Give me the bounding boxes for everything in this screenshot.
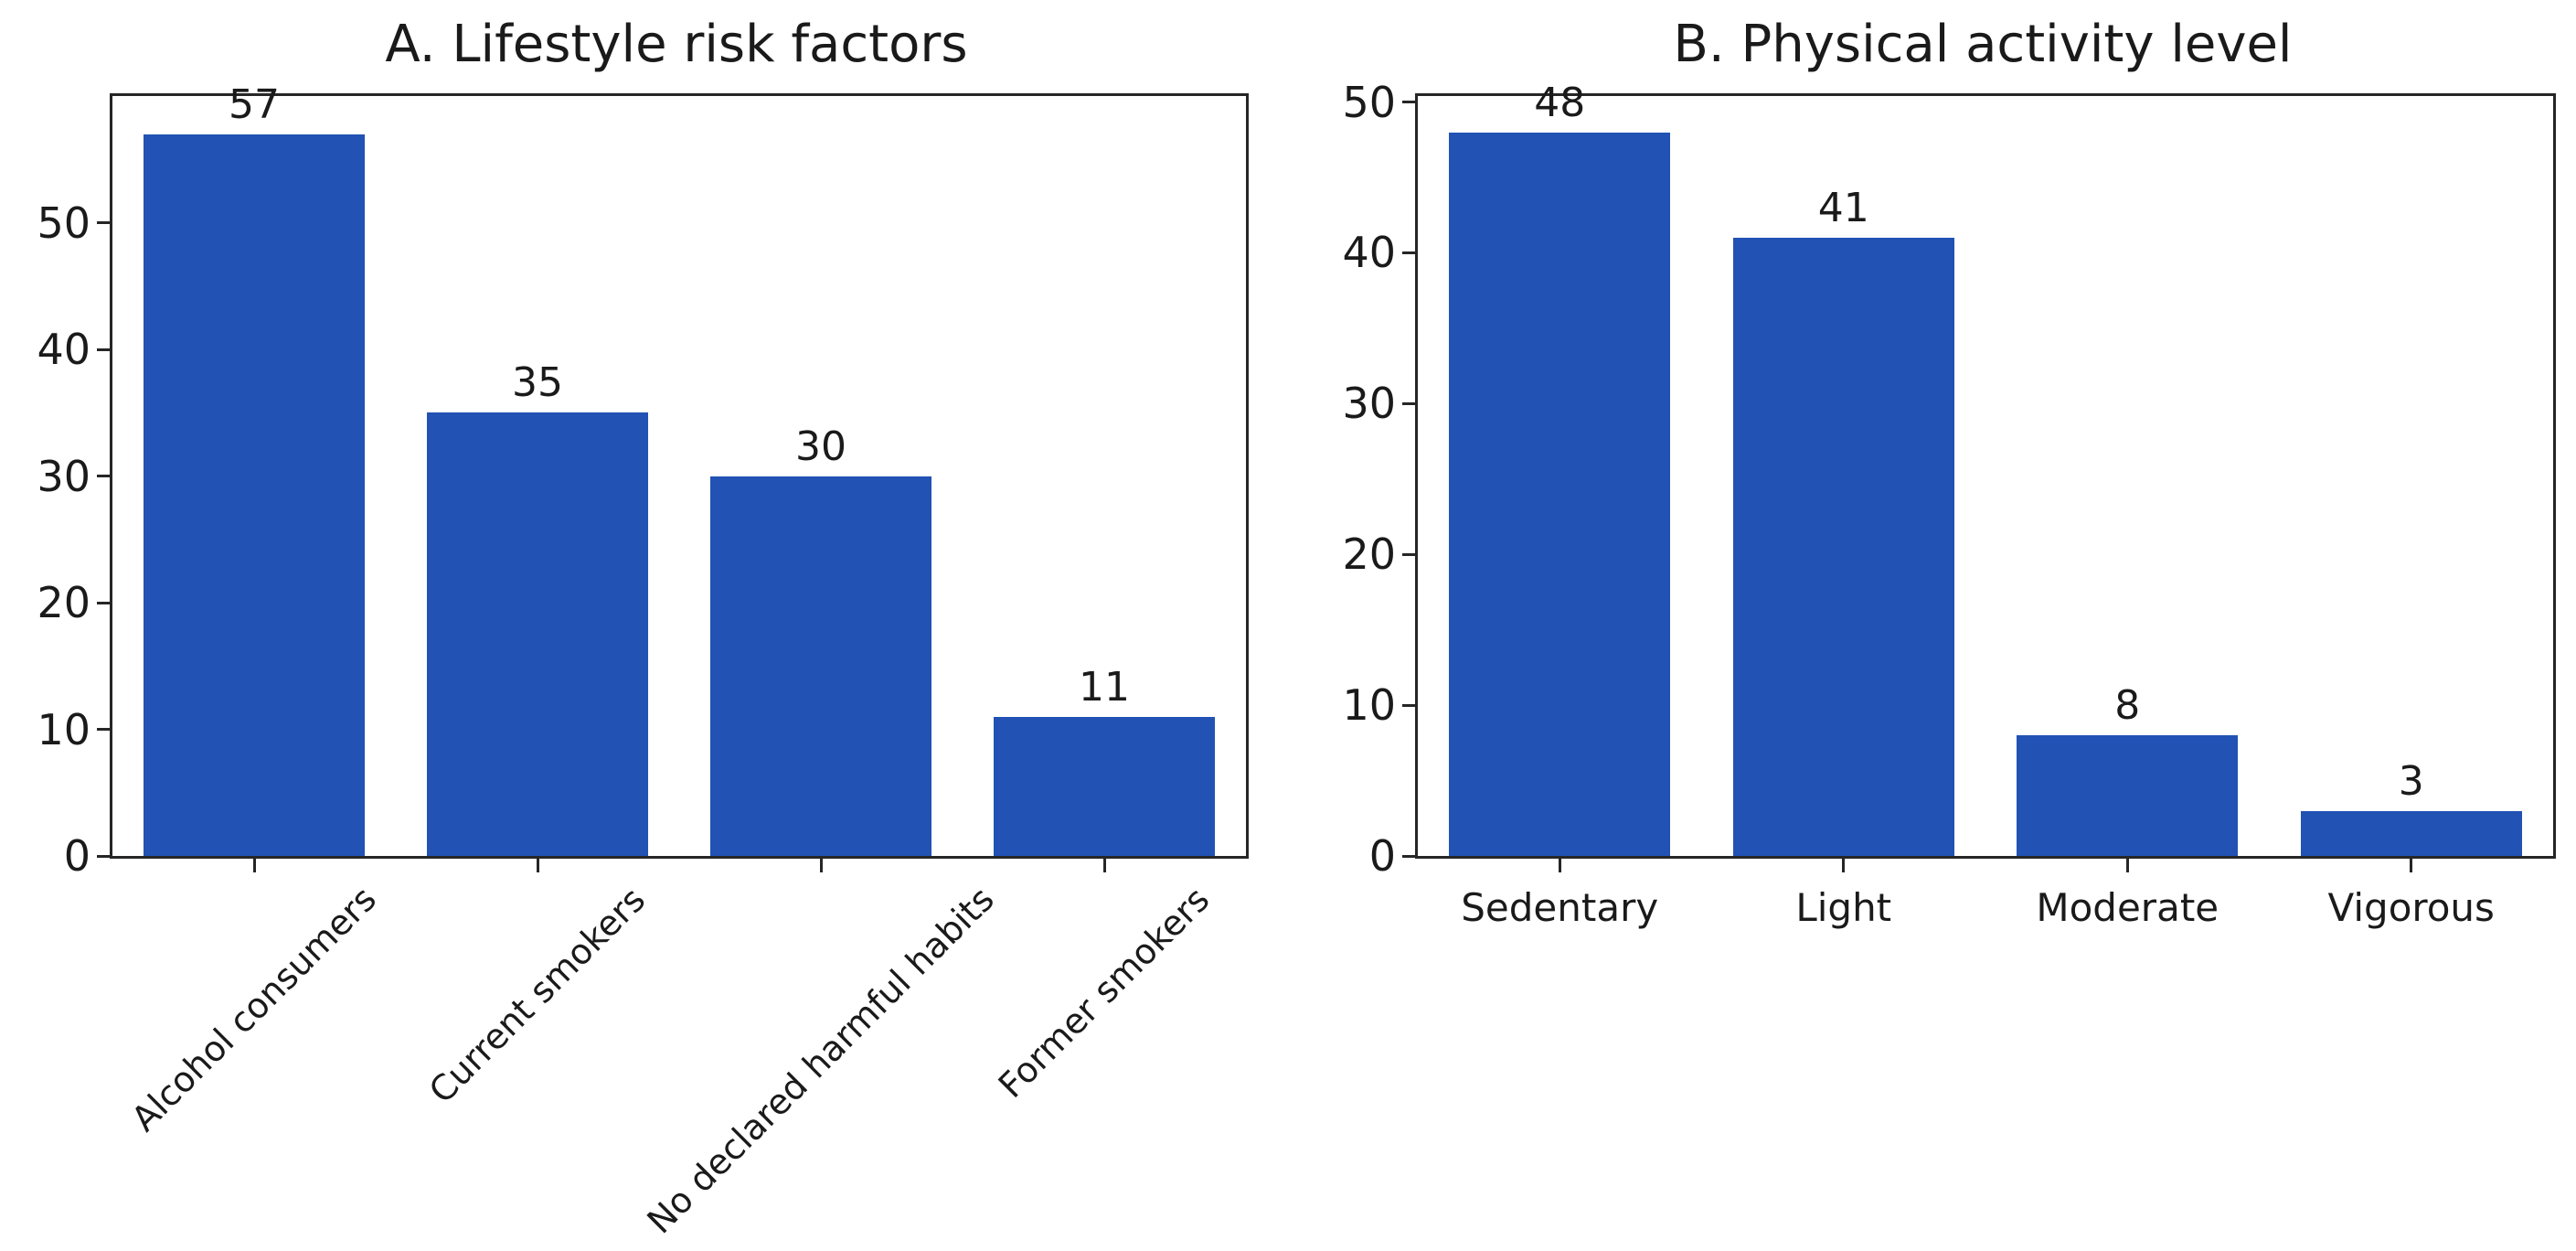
y-axis-tick-label: 50 bbox=[1342, 77, 1396, 127]
y-axis-tick-mark bbox=[97, 601, 110, 604]
bar-former-smokers bbox=[994, 716, 1215, 856]
x-axis-tick-label: Sedentary bbox=[1461, 885, 1659, 930]
x-axis-tick-mark bbox=[1102, 859, 1106, 872]
bar-sedentary bbox=[1449, 132, 1671, 856]
y-axis-tick-mark bbox=[1402, 854, 1415, 858]
x-axis-tick-label: Light bbox=[1795, 885, 1892, 930]
x-axis-tick-label: Vigorous bbox=[2327, 885, 2495, 930]
y-axis-tick-label: 50 bbox=[37, 198, 90, 248]
y-axis-tick-label: 20 bbox=[37, 578, 90, 627]
y-axis-tick-label: 40 bbox=[37, 325, 90, 374]
y-axis-tick-label: 40 bbox=[1342, 228, 1396, 278]
y-axis-tick-mark bbox=[97, 348, 110, 351]
bar-value-label: 8 bbox=[2114, 682, 2141, 730]
x-axis-tick-label: Current smokers bbox=[420, 879, 654, 1111]
bar-value-label: 35 bbox=[512, 359, 563, 407]
y-axis-tick-label: 10 bbox=[37, 704, 90, 754]
chart-b-title: B. Physical activity level bbox=[1673, 15, 2293, 74]
bar-light bbox=[1732, 237, 1954, 856]
y-axis-tick-label: 20 bbox=[1342, 529, 1396, 580]
x-axis-tick-mark bbox=[252, 859, 256, 872]
bar-value-label: 3 bbox=[2398, 757, 2424, 805]
x-axis-tick-mark bbox=[1842, 859, 1846, 872]
x-axis-tick-mark bbox=[819, 859, 823, 872]
x-axis-tick-mark bbox=[2125, 859, 2129, 872]
bar-no-declared-harmful-habits bbox=[710, 476, 931, 856]
x-axis-tick-label: No declared harmful habits bbox=[638, 879, 1002, 1242]
bar-moderate bbox=[2017, 735, 2239, 856]
x-axis-tick-label: Former smokers bbox=[990, 879, 1218, 1106]
bar-value-label: 11 bbox=[1079, 663, 1130, 711]
chart-a-plot-area: 0 10 20 30 40 50 57 Alcohol consumers 35 Current … bbox=[37, 84, 1249, 1242]
y-axis-tick-mark bbox=[1402, 552, 1415, 556]
x-axis-tick-mark bbox=[536, 859, 539, 872]
bar-current-smokers bbox=[427, 412, 648, 856]
chart-b-plot-area: 0 10 20 30 40 50 48 Sedentary 41 Light 8 Moderate 3 V… bbox=[1342, 81, 2556, 927]
y-axis-tick-mark bbox=[97, 475, 110, 477]
x-axis-tick-mark bbox=[1558, 859, 1561, 872]
y-axis-tick-mark bbox=[1402, 101, 1415, 104]
y-axis-tick-mark bbox=[1402, 401, 1415, 405]
x-axis-tick-label: Moderate bbox=[2036, 885, 2219, 930]
x-axis-tick-label: Alcohol consumers bbox=[122, 879, 384, 1140]
y-axis-tick-mark bbox=[97, 728, 110, 731]
x-axis-tick-mark bbox=[2410, 859, 2413, 872]
y-axis-tick-label: 0 bbox=[63, 831, 90, 881]
y-axis-tick-mark bbox=[97, 221, 110, 224]
bar-vigorous bbox=[2300, 810, 2522, 856]
y-axis-tick-label: 30 bbox=[1342, 379, 1396, 429]
bar-value-label: 41 bbox=[1817, 184, 1869, 231]
y-axis-tick-label: 30 bbox=[37, 451, 90, 501]
y-axis-tick-label: 10 bbox=[1342, 680, 1396, 731]
bar-value-label: 57 bbox=[229, 80, 280, 128]
y-axis-tick-label: 0 bbox=[1368, 831, 1396, 881]
y-axis-tick-mark bbox=[1402, 251, 1415, 254]
bar-value-label: 30 bbox=[795, 422, 846, 470]
bar-value-label: 48 bbox=[1534, 79, 1586, 126]
bar-alcohol-consumers bbox=[144, 134, 365, 856]
y-axis-tick-mark bbox=[97, 854, 110, 858]
y-axis-tick-mark bbox=[1402, 703, 1415, 707]
chart-a-title: A. Lifestyle risk factors bbox=[385, 15, 968, 74]
